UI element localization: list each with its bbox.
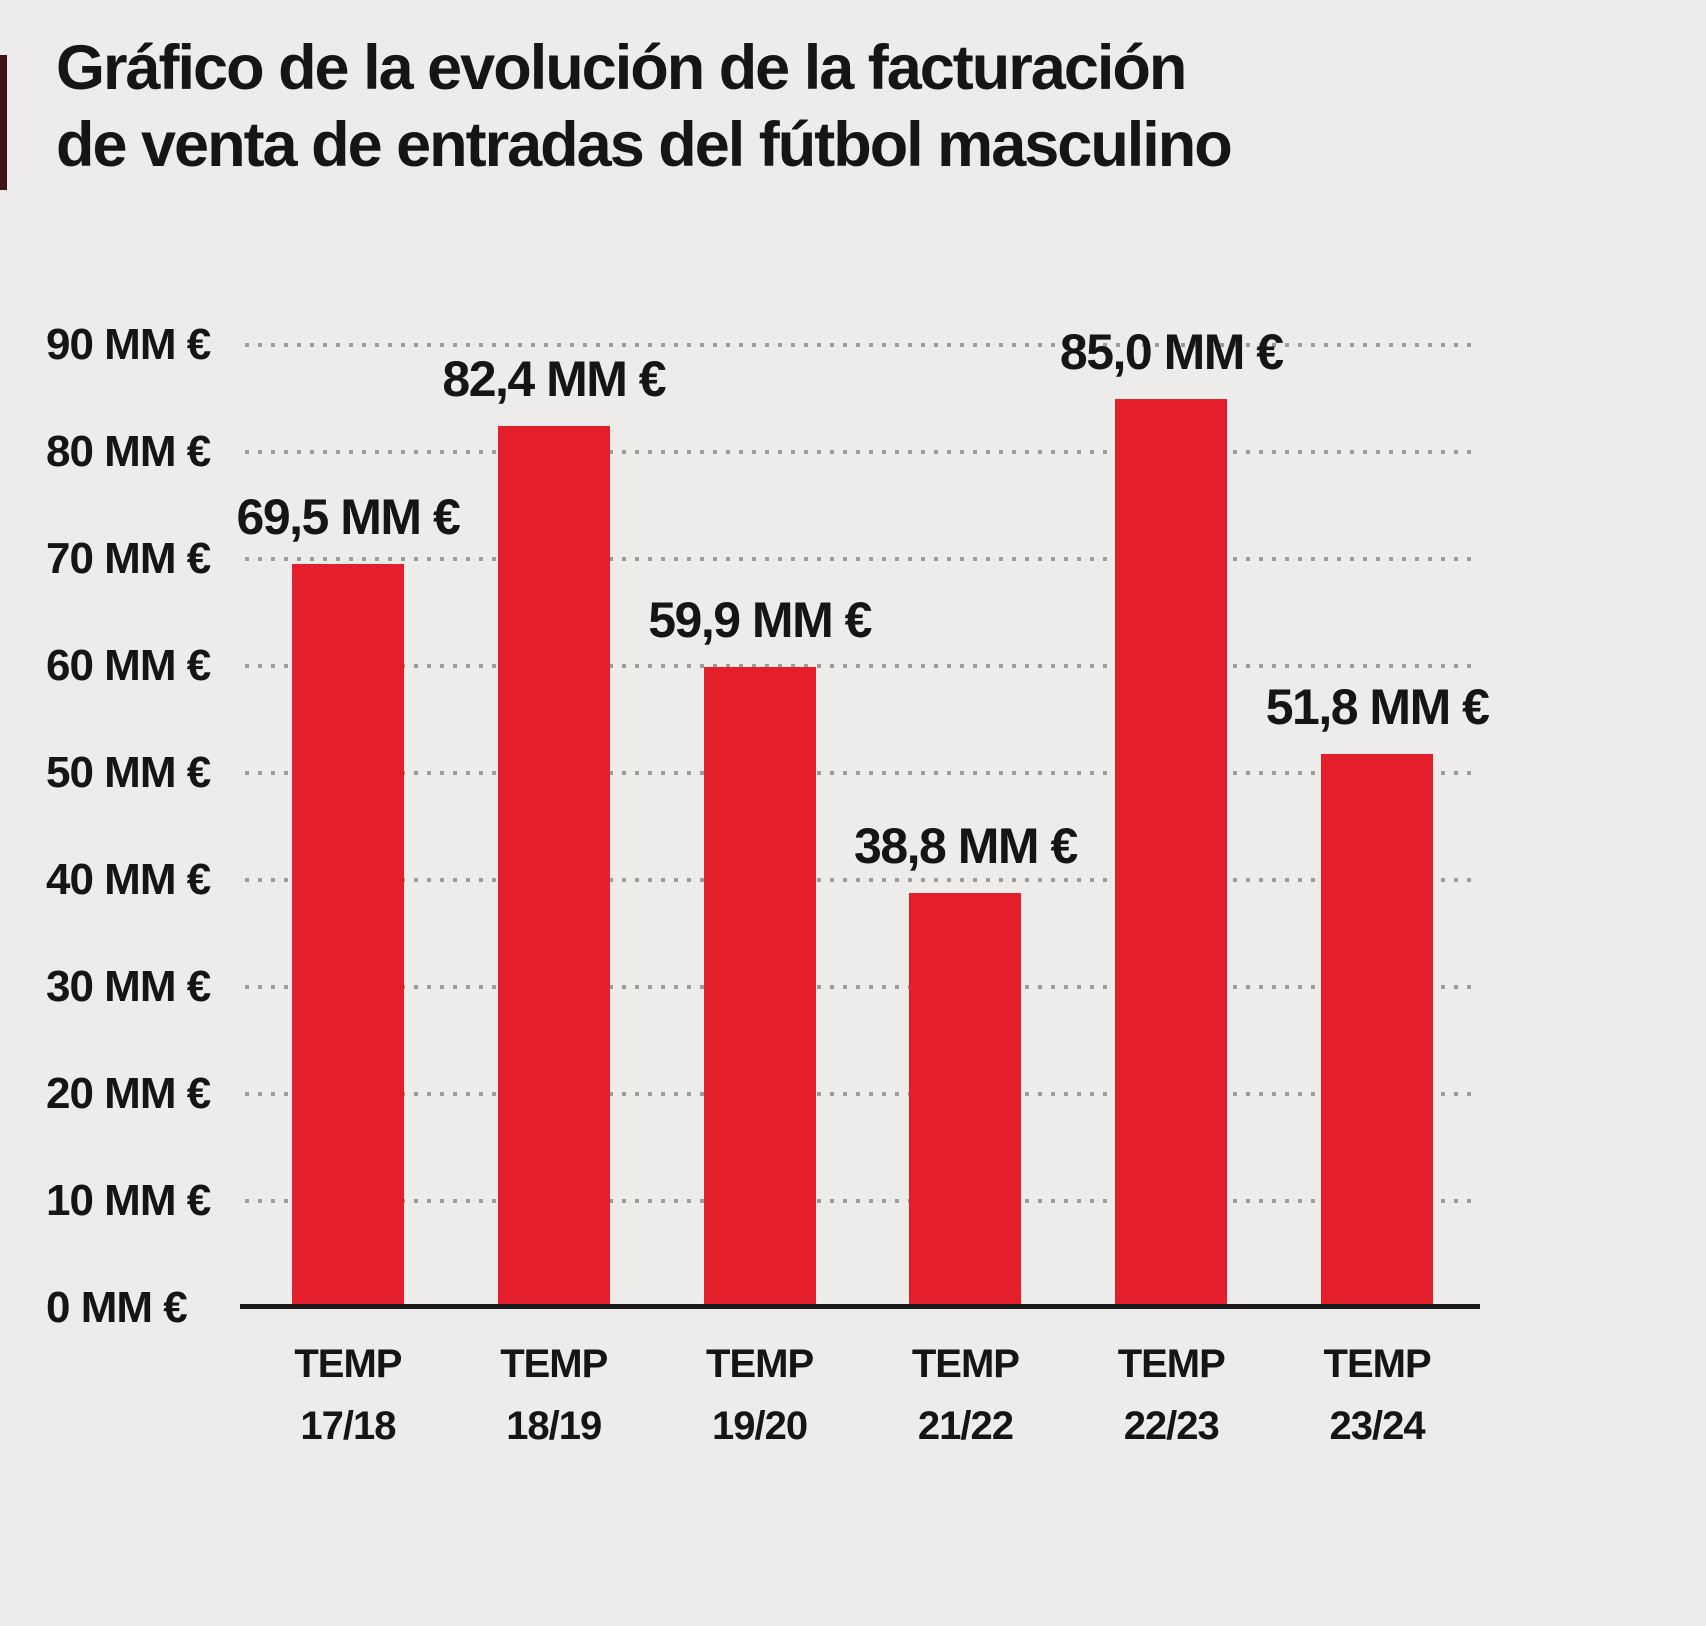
bar-6 [1321,753,1434,1308]
chart-title: Gráfico de la evolución de la facturació… [56,33,1233,180]
bar-value-label-1: 69,5 MM € [236,489,461,546]
gridline-10 [245,1199,1480,1203]
x-tick-label-2: TEMP 18/19 [500,1342,608,1448]
gridline-30 [245,985,1480,990]
bar-value-label-4: 38,8 MM € [854,817,1078,874]
y-tick-label-80: 80 MM € [46,427,211,476]
bar-2 [497,426,610,1308]
y-axis: 0 MM € 10 MM € 20 MM € 30 MM € 40 MM € 50 MM … [46,320,216,1332]
y-tick-label-90: 90 MM € [46,320,211,369]
gridline-50 [245,771,1480,775]
x-tick-label-3: TEMP 19/20 [706,1342,814,1448]
y-tick-label-40: 40 MM € [46,855,211,904]
left-edge-strip [0,55,7,190]
bar-value-label-6: 51,8 MM € [1265,678,1490,735]
x-axis: TEMP 17/18 TEMP 18/19 TEMP 19/20 TEMP 21/22… [245,1309,1480,1509]
bar-value-label-2: 82,4 MM € [442,351,666,408]
x-tick-label-6: TEMP 23/24 [1323,1342,1432,1448]
y-tick-label-10: 10 MM € [46,1176,211,1225]
y-tick-label-50: 50 MM € [46,748,211,797]
x-tick-label-4: TEMP 21/22 [911,1342,1020,1448]
bar-value-label-5: 85,0 MM € [1059,323,1284,380]
bar-3 [703,667,816,1308]
x-tick-label-5: TEMP 22/23 [1117,1342,1226,1448]
gridline-70 [245,557,1480,561]
y-tick-label-70: 70 MM € [46,534,211,583]
x-tick-label-1: TEMP 17/18 [294,1342,402,1448]
y-tick-label-30: 30 MM € [46,962,211,1012]
y-tick-label-60: 60 MM € [46,641,211,691]
gridline-90 [245,343,1480,347]
gridline-20 [245,1092,1480,1096]
bar-1 [291,564,404,1308]
bar-value-label-3: 59,9 MM € [648,592,872,649]
bar-5 [1115,398,1228,1308]
y-tick-label-20: 20 MM € [46,1069,211,1118]
gridline-80 [245,450,1480,454]
bar-4 [909,892,1022,1308]
plot-area: 69,5 MM € 82,4 MM € 59,9 MM € 38,8 MM € 85,0… [237,324,1490,1308]
y-tick-label-0: 0 MM € [46,1283,188,1332]
gridline-60 [245,664,1480,669]
x-axis-line [240,1304,1480,1309]
gridline-40 [245,878,1480,882]
